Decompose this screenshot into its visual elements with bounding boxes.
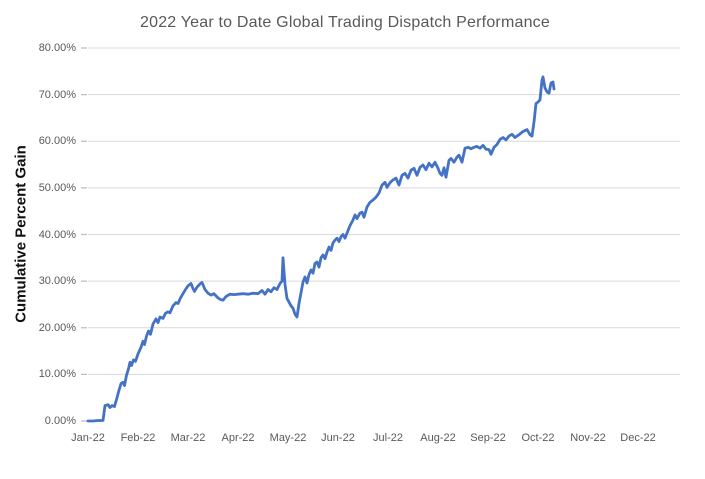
- y-tick-label: 40.00%: [38, 228, 76, 241]
- chart-title: 2022 Year to Date Global Trading Dispatc…: [140, 14, 550, 31]
- series-line: [86, 75, 556, 423]
- x-tick-label: Jan-22: [71, 432, 105, 444]
- x-tick-label: Aug-22: [420, 432, 456, 444]
- x-tick-label: Apr-22: [221, 432, 255, 444]
- y-tick-label: 10.00%: [38, 368, 76, 381]
- x-tick-label: May-22: [269, 432, 307, 444]
- gridlines: [88, 47, 680, 375]
- x-tick-label: Dec-22: [620, 432, 656, 444]
- y-tick-label: 0.00%: [44, 415, 76, 427]
- y-axis-tickmarks: [81, 47, 87, 422]
- x-tick-label: Jul-22: [373, 432, 403, 444]
- y-tick-label: 60.00%: [38, 135, 76, 148]
- x-tick-label: Mar-22: [170, 432, 206, 444]
- y-tick-label: 20.00%: [38, 321, 76, 334]
- x-tick-label: Feb-22: [120, 432, 156, 444]
- cumulative-gain-line: [86, 75, 556, 423]
- x-tick-label: Sep-22: [470, 432, 506, 444]
- y-tick-label: 30.00%: [38, 275, 76, 288]
- y-tick-label: 70.00%: [38, 88, 76, 101]
- y-tick-label: 80.00%: [38, 42, 76, 54]
- x-tick-label: Jun-22: [321, 432, 355, 444]
- y-tick-label: 50.00%: [38, 181, 76, 194]
- x-tick-label: Oct-22: [521, 432, 555, 444]
- x-tick-label: Nov-22: [570, 432, 606, 444]
